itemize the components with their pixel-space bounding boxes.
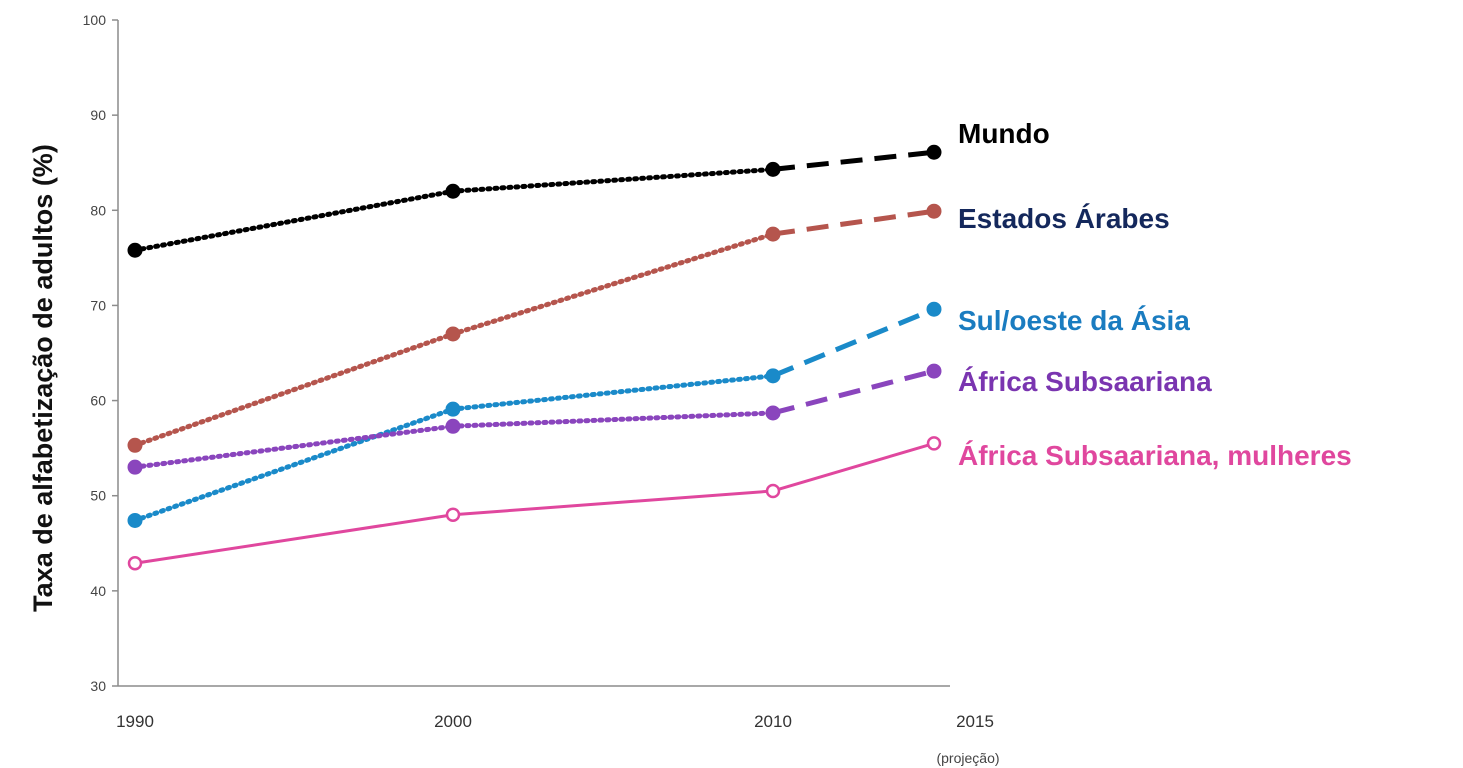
series-segment [451, 489, 775, 517]
y-tick-label: 50 [90, 488, 106, 504]
y-tick-label: 40 [90, 583, 106, 599]
data-point [765, 226, 781, 242]
data-point [765, 483, 781, 499]
data-point [765, 161, 781, 177]
series-segment [132, 423, 456, 470]
data-point [127, 437, 143, 453]
data-point [445, 326, 461, 342]
series-label: Sul/oeste da Ásia [958, 305, 1190, 336]
series-1 [127, 203, 942, 453]
series-label: África Subsaariana [958, 366, 1212, 397]
series-segment [132, 331, 456, 448]
series-0 [127, 144, 942, 258]
series-segment [450, 166, 776, 194]
series-3 [127, 363, 942, 475]
data-point [445, 507, 461, 522]
x-tick-label: 2010 [754, 712, 792, 731]
series-segment [772, 149, 935, 172]
series-label: Estados Árabes [958, 203, 1170, 234]
series-segment [772, 306, 935, 379]
y-tick-label: 100 [83, 12, 107, 28]
y-tick-label: 70 [90, 297, 106, 313]
series-label: Mundo [958, 118, 1050, 149]
series-labels: Mundo Estados Árabes Sul/oeste da Ásia Áfri… [958, 118, 1352, 471]
data-point [127, 556, 143, 571]
data-point [926, 436, 942, 451]
x-axis-ticks: 1990 2000 2010 2015 [116, 712, 994, 731]
data-point [765, 368, 781, 384]
series-segment [772, 368, 935, 416]
series-segment [771, 441, 936, 493]
data-point [445, 401, 461, 417]
data-point [926, 144, 942, 160]
x-tick-label: 2000 [434, 712, 472, 731]
y-axis-title: Taxa de alfabetização de adultos (%) [28, 144, 58, 612]
data-point [765, 405, 781, 421]
series-segment [132, 406, 456, 523]
y-axis-ticks: 30 40 50 60 70 80 90 100 [83, 12, 118, 694]
series-4 [127, 436, 942, 571]
data-point [127, 242, 143, 258]
series-segment [450, 410, 776, 429]
y-tick-label: 90 [90, 107, 106, 123]
data-point [445, 183, 461, 199]
y-tick-label: 60 [90, 393, 106, 409]
y-tick-label: 80 [90, 202, 106, 218]
series-segment [450, 373, 776, 412]
series-label: África Subsaariana, mulheres [958, 440, 1352, 471]
data-point [926, 203, 942, 219]
series-segment [772, 208, 935, 237]
data-point [127, 459, 143, 475]
data-point [127, 512, 143, 528]
series-layer [127, 144, 942, 571]
data-point [926, 363, 942, 379]
series-segment [132, 188, 456, 253]
x-tick-label: 2015 [956, 712, 994, 731]
x-tick-label: 1990 [116, 712, 154, 731]
data-point [926, 301, 942, 317]
x-tick-sublabel: (projeção) [936, 750, 999, 766]
series-2 [127, 301, 942, 528]
series-segment [450, 231, 776, 337]
y-tick-label: 30 [90, 678, 106, 694]
series-segment [133, 513, 455, 565]
data-point [445, 418, 461, 434]
